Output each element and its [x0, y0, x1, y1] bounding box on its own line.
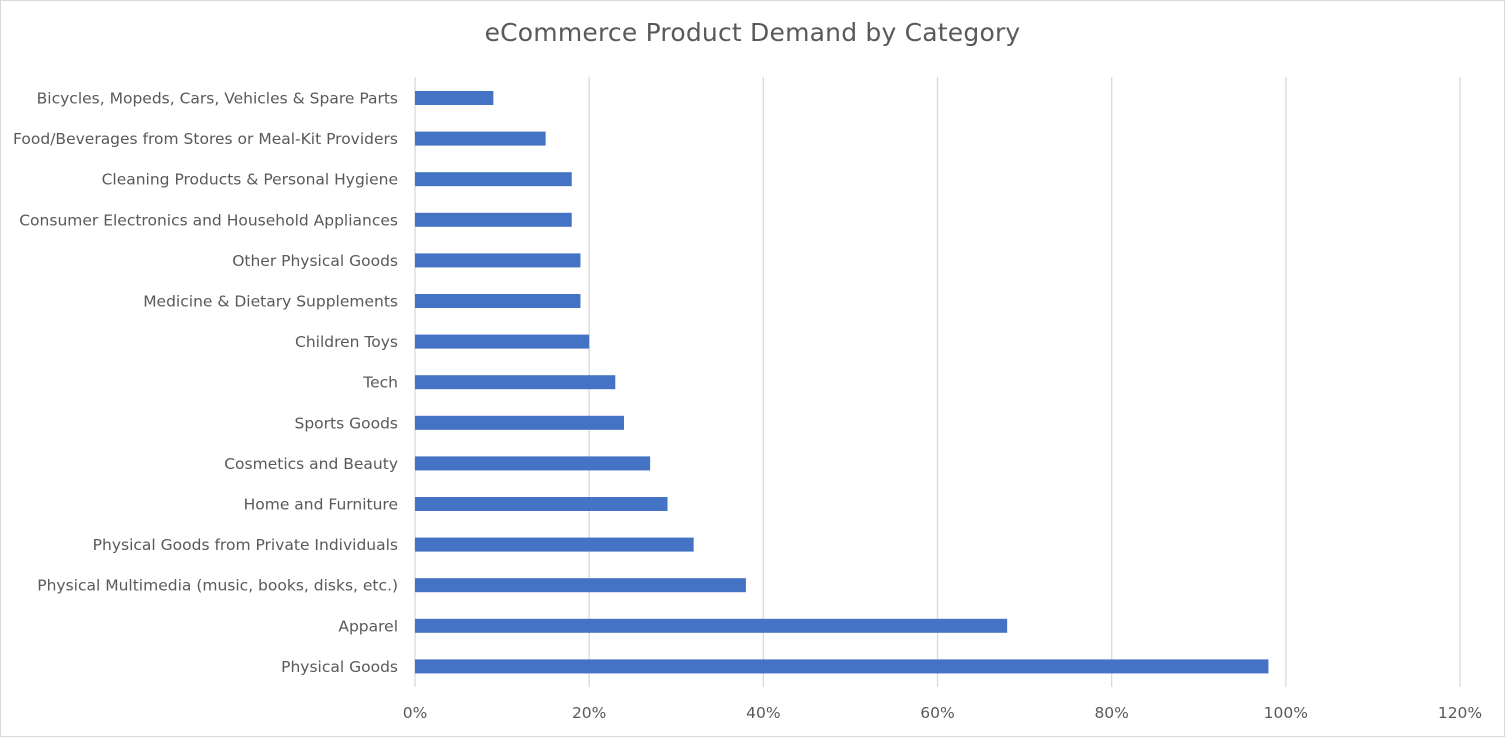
- bars: [415, 91, 1269, 674]
- gridlines: [414, 77, 1461, 687]
- category-label: Food/Beverages from Stores or Meal-Kit P…: [13, 130, 398, 148]
- category-label: Bicycles, Mopeds, Cars, Vehicles & Spare…: [37, 90, 398, 108]
- bar: [415, 618, 1008, 633]
- category-label: Home and Furniture: [244, 496, 398, 514]
- category-label: Cleaning Products & Personal Hygiene: [102, 171, 398, 189]
- bar: [415, 659, 1269, 674]
- bar: [415, 537, 694, 552]
- chart-title: eCommerce Product Demand by Category: [484, 18, 1021, 47]
- category-label: Physical Multimedia (music, books, disks…: [37, 577, 398, 595]
- category-label: Sports Goods: [294, 414, 398, 432]
- x-tick-label: 100%: [1264, 704, 1308, 722]
- bar: [415, 131, 546, 146]
- category-labels: Bicycles, Mopeds, Cars, Vehicles & Spare…: [13, 90, 398, 676]
- bar: [415, 375, 616, 390]
- bar: [415, 294, 581, 308]
- x-tick-label: 0%: [403, 704, 428, 722]
- bar: [415, 172, 572, 187]
- category-label: Physical Goods from Private Individuals: [93, 536, 398, 554]
- x-tick-label: 80%: [1094, 704, 1128, 722]
- x-tick-label: 20%: [572, 704, 606, 722]
- category-label: Apparel: [338, 617, 398, 635]
- category-label: Consumer Electronics and Household Appli…: [19, 211, 398, 229]
- category-label: Cosmetics and Beauty: [224, 455, 398, 473]
- bar: [415, 456, 651, 471]
- bar: [415, 212, 572, 227]
- category-label: Tech: [362, 374, 398, 392]
- bar: [415, 578, 746, 593]
- category-label: Medicine & Dietary Supplements: [143, 293, 398, 311]
- category-label: Children Toys: [295, 333, 398, 351]
- bar: [415, 91, 494, 105]
- category-label: Other Physical Goods: [232, 252, 398, 270]
- bar: [415, 253, 581, 268]
- bar: [415, 415, 624, 430]
- category-label: Physical Goods: [281, 658, 398, 676]
- bar: [415, 334, 590, 349]
- x-axis-tick-labels: 0% 20% 40% 60% 80% 100% 120%: [403, 704, 1482, 722]
- bar: [415, 497, 668, 511]
- x-tick-label: 120%: [1438, 704, 1482, 722]
- x-tick-label: 60%: [920, 704, 954, 722]
- x-tick-label: 40%: [746, 704, 780, 722]
